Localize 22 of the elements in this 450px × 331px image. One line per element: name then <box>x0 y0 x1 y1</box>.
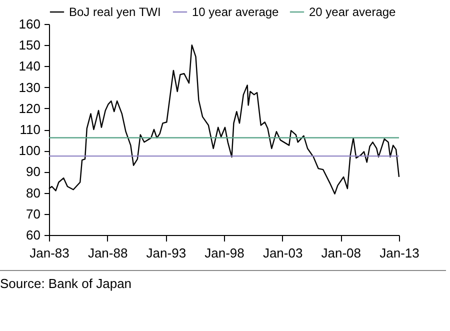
legend-label: BoJ real yen TWI <box>69 5 161 19</box>
y-tick-label: 160 <box>18 16 40 32</box>
x-tick-label: Jan-98 <box>204 246 244 260</box>
y-tick-label: 70 <box>26 206 40 222</box>
x-tick-label: Jan-93 <box>146 246 186 260</box>
legend-label: 10 year average <box>192 5 280 19</box>
legend-label: 20 year average <box>309 5 396 19</box>
x-tick-label: Jan-88 <box>88 246 128 260</box>
y-tick-label: 80 <box>26 185 40 200</box>
y-tick-label: 130 <box>18 80 40 95</box>
x-tick-label: Jan-03 <box>262 246 303 260</box>
y-tick-label: 60 <box>26 228 40 242</box>
y-tick-label: 110 <box>20 122 40 137</box>
y-tick-label: 140 <box>18 58 40 74</box>
y-tick-label: 90 <box>26 164 40 180</box>
x-tick-label: Jan-83 <box>30 246 70 260</box>
x-tick-label: Jan-13 <box>380 246 420 260</box>
y-tick-label: 120 <box>18 100 40 116</box>
y-tick-label: 100 <box>18 143 40 158</box>
x-tick-label: Jan-08 <box>321 246 362 260</box>
source-note: Source: Bank of Japan <box>0 276 133 291</box>
y-tick-label: 150 <box>18 38 40 53</box>
